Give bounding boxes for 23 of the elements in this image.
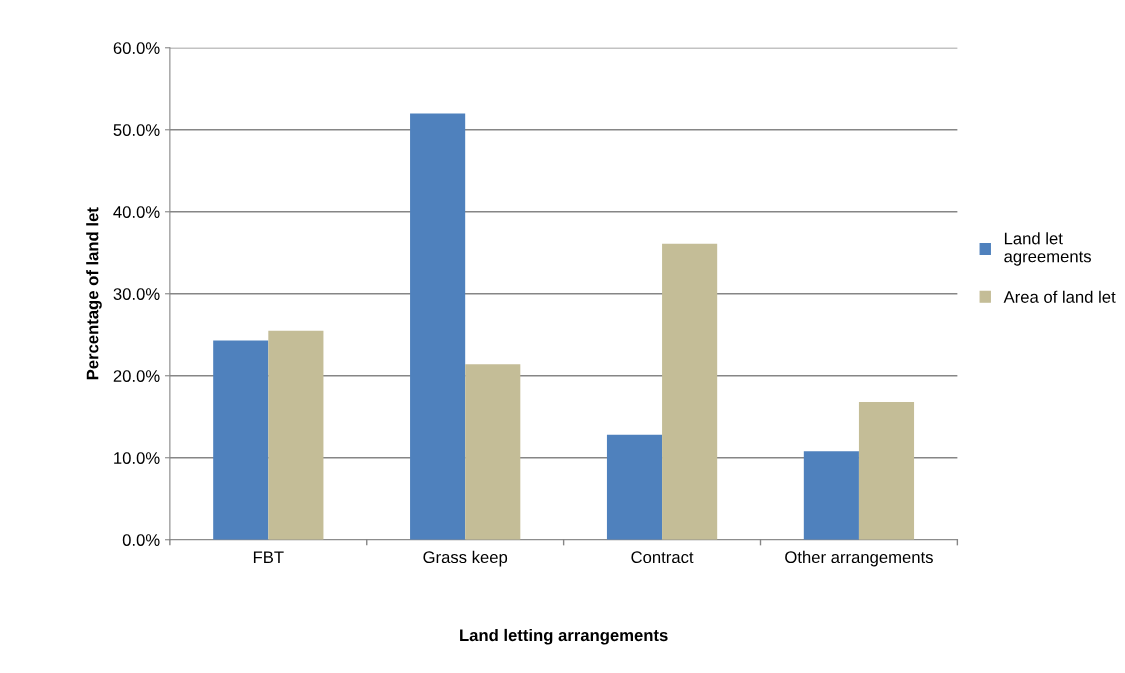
bar bbox=[662, 243, 718, 540]
y-tick-label: 0.0% bbox=[122, 534, 160, 546]
bar bbox=[213, 340, 269, 540]
y-tick-label: 20.0% bbox=[113, 370, 160, 382]
y-axis-title: Percentage of land let bbox=[86, 207, 102, 380]
bar bbox=[410, 113, 466, 540]
bar bbox=[268, 330, 324, 540]
x-axis-title: Land letting arrangements bbox=[460, 628, 668, 645]
x-tick-label: Other arrangements bbox=[785, 550, 933, 567]
x-tick-label: FBT bbox=[253, 551, 284, 563]
bar bbox=[465, 364, 521, 540]
y-tick-label: 60.0% bbox=[113, 42, 160, 54]
bar bbox=[803, 451, 859, 540]
y-tick-label: 50.0% bbox=[113, 124, 160, 136]
bar bbox=[858, 402, 915, 540]
legend-label: Land let agreements bbox=[1004, 232, 1091, 266]
y-tick-label: 10.0% bbox=[114, 452, 160, 464]
y-tick-label: 30.0% bbox=[113, 288, 160, 300]
y-tick-label: 40.0% bbox=[113, 206, 160, 218]
x-tick-label: Contract bbox=[631, 551, 694, 564]
bar bbox=[606, 434, 663, 540]
legend-label: Area of land let bbox=[1003, 290, 1116, 303]
x-tick-label: Grass keep bbox=[423, 550, 508, 567]
